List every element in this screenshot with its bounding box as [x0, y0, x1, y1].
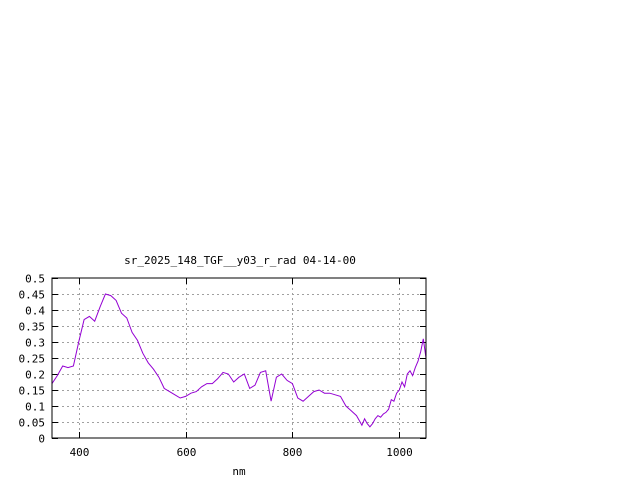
- y-tick-label: 0.15: [19, 385, 46, 398]
- x-tick-label: 1000: [386, 446, 413, 459]
- y-tick-label: 0.25: [19, 353, 46, 366]
- y-tick-label: 0.5: [25, 273, 45, 286]
- y-tick-label: 0.2: [25, 369, 45, 382]
- series-line: [51, 293, 427, 428]
- series-layer: [51, 293, 427, 428]
- y-tick-label: 0.05: [19, 417, 46, 430]
- plot-frame: [51, 277, 427, 439]
- x-tick-label: 800: [283, 446, 303, 459]
- y-tick-label: 0.4: [25, 305, 45, 318]
- y-tick-label: 0.3: [25, 337, 45, 350]
- x-tick-label: 400: [70, 446, 90, 459]
- chart-title: sr_2025_148_TGF__y03_r_rad 04-14-00: [124, 254, 356, 267]
- y-tick-label: 0.45: [19, 289, 46, 302]
- axis-ticks: 0 0.05 0.1 0.15 0.2 0.25 0.3 0.35 0.4 0.45 0.5 400 6…: [19, 273, 426, 459]
- x-tick-label: 600: [177, 446, 197, 459]
- grid: [52, 278, 426, 438]
- y-tick-label: 0.1: [25, 401, 45, 414]
- x-axis-label: nm: [232, 465, 246, 478]
- y-tick-label: 0: [38, 433, 45, 446]
- y-tick-label: 0.35: [19, 321, 46, 334]
